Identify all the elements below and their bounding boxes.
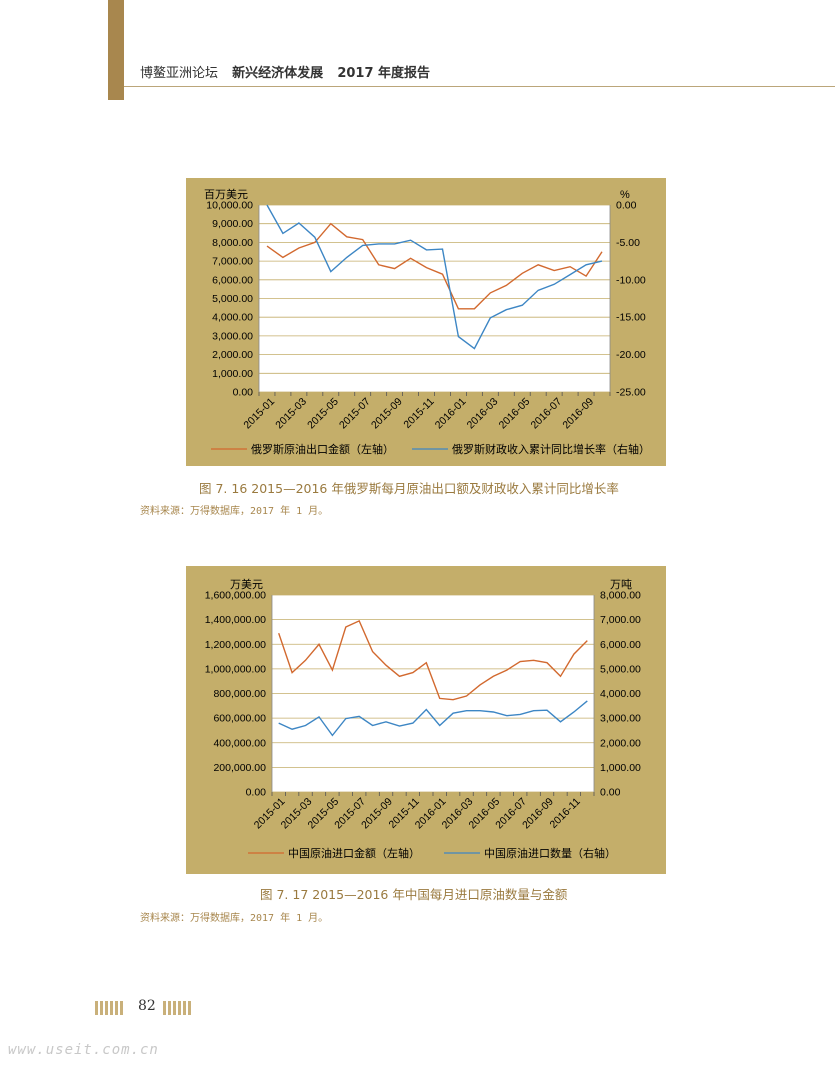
x-tick-label: 2016-07 <box>529 396 565 432</box>
chart2: 0.00 200,000.00 400,000.00 600,000.00 800,00… <box>205 578 641 860</box>
y-right-tick-label: -15.00 <box>616 312 646 324</box>
x-tick-label: 2015-09 <box>369 396 405 432</box>
y-left-tick-label: 1,600,000.00 <box>205 590 266 602</box>
y-left-tick-label: 0.00 <box>233 387 254 399</box>
y-left-tick-label: 1,200,000.00 <box>205 639 266 651</box>
page-number: 82 <box>138 998 156 1014</box>
y-left-tick-label: 1,400,000.00 <box>205 614 266 626</box>
legend-label-1: 中国原油进口金额（左轴） <box>288 846 420 860</box>
figure2-source: 资料来源：万得数据库，2017 年 1 月。 <box>140 913 329 924</box>
legend-label-2: 中国原油进口数量（右轴） <box>484 846 616 860</box>
x-tick-label: 2016-11 <box>548 796 583 831</box>
y-right-tick-label: 2,000.00 <box>600 737 641 749</box>
y-right-tick-label: 8,000.00 <box>600 590 641 602</box>
header-title: 新兴经济体发展 <box>232 66 324 81</box>
y-left-tick-label: 3,000.00 <box>212 330 253 342</box>
chart1: 0.00 1,000.00 2,000.00 3,000.00 4,000.00 5,00… <box>204 188 650 456</box>
y-left-tick-label: 0.00 <box>246 787 267 799</box>
y-right-tick-label: 0.00 <box>600 787 621 799</box>
header-rule <box>124 86 835 87</box>
x-tick-label: 2016-01 <box>433 396 469 432</box>
x-tick-label: 2016-05 <box>497 396 533 432</box>
series-line-2 <box>278 700 588 737</box>
y-right-tick-label: 4,000.00 <box>600 688 641 700</box>
y-left-unit: 百万美元 <box>204 188 248 201</box>
y-left-tick-label: 400,000.00 <box>213 737 266 749</box>
footer-bars-right <box>163 1000 193 1015</box>
x-tick-label: 2015-05 <box>305 396 341 432</box>
y-right-tick-label: 7,000.00 <box>600 614 641 626</box>
x-tick-label: 2015-11 <box>401 396 436 431</box>
y-left-tick-label: 1,000.00 <box>212 368 253 380</box>
y-left-tick-label: 6,000.00 <box>212 274 253 286</box>
y-left-tick-label: 9,000.00 <box>212 218 253 230</box>
x-tick-label: 2016-03 <box>465 396 501 432</box>
chart2-panel: 0.00 200,000.00 400,000.00 600,000.00 800,00… <box>186 566 666 874</box>
y-right-tick-label: 1,000.00 <box>600 762 641 774</box>
x-tick-label: 2015-07 <box>337 396 373 432</box>
series-line-1 <box>266 222 603 310</box>
y-right-tick-label: -20.00 <box>616 349 646 361</box>
y-right-unit: 万吨 <box>610 578 632 591</box>
y-right-tick-label: -10.00 <box>616 274 646 286</box>
y-right-tick-label: -5.00 <box>616 237 640 249</box>
series-line-2 <box>266 204 603 350</box>
y-right-tick-label: 6,000.00 <box>600 639 641 651</box>
x-tick-label: 2015-01 <box>241 396 277 432</box>
y-left-tick-label: 600,000.00 <box>213 713 266 725</box>
y-left-tick-label: 8,000.00 <box>212 237 253 249</box>
y-right-unit: % <box>620 189 630 201</box>
x-tick-label: 2016-09 <box>560 396 596 432</box>
running-header: 博鳌亚洲论坛 新兴经济体发展 2017 年度报告 <box>140 62 430 81</box>
y-right-tick-label: -25.00 <box>616 387 646 399</box>
y-left-tick-label: 200,000.00 <box>213 762 266 774</box>
legend-label-1: 俄罗斯原油出口金额（左轴） <box>251 442 394 456</box>
y-left-unit: 万美元 <box>230 578 263 591</box>
header-year-report: 2017 年度报告 <box>337 66 431 81</box>
legend-label-2: 俄罗斯财政收入累计同比增长率（右轴） <box>452 442 650 456</box>
y-left-tick-label: 5,000.00 <box>212 293 253 305</box>
watermark: www.useit.com.cn <box>8 1042 159 1058</box>
y-left-tick-label: 4,000.00 <box>212 312 253 324</box>
footer-bars-left <box>95 1000 125 1015</box>
series-line-1 <box>278 619 588 701</box>
y-right-tick-label: 0.00 <box>616 200 637 212</box>
x-tick-label: 2015-03 <box>273 396 309 432</box>
figure1-caption: 图 7. 16 2015—2016 年俄罗斯每月原油出口额及财政收入累计同比增长… <box>199 481 619 496</box>
y-left-tick-label: 800,000.00 <box>213 688 266 700</box>
y-right-tick-label: 5,000.00 <box>600 663 641 675</box>
y-right-tick-label: 3,000.00 <box>600 713 641 725</box>
header-spine <box>108 0 124 100</box>
y-left-tick-label: 10,000.00 <box>206 200 253 212</box>
y-left-tick-label: 2,000.00 <box>212 349 253 361</box>
figure1-source: 资料来源：万得数据库，2017 年 1 月。 <box>140 506 329 517</box>
chart1-panel: 0.00 1,000.00 2,000.00 3,000.00 4,000.00 5,00… <box>186 178 666 466</box>
header-forum: 博鳌亚洲论坛 <box>140 66 219 81</box>
y-left-tick-label: 1,000,000.00 <box>205 663 266 675</box>
y-left-tick-label: 7,000.00 <box>212 256 253 268</box>
figure2-caption: 图 7. 17 2015—2016 年中国每月进口原油数量与金额 <box>260 887 568 902</box>
